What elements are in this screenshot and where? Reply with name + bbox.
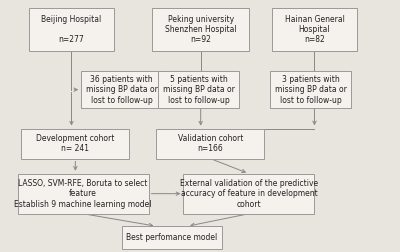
FancyBboxPatch shape — [29, 8, 114, 51]
FancyBboxPatch shape — [21, 129, 129, 159]
Text: LASSO, SVM-RFE, Boruta to select
feature
Establish 9 machine learning model: LASSO, SVM-RFE, Boruta to select feature… — [14, 179, 152, 209]
FancyBboxPatch shape — [81, 71, 162, 108]
Text: 3 patients with
missing BP data or
lost to follow-up: 3 patients with missing BP data or lost … — [275, 75, 346, 105]
FancyBboxPatch shape — [122, 226, 222, 249]
Text: Hainan General
Hospital
n=82: Hainan General Hospital n=82 — [284, 15, 344, 44]
FancyBboxPatch shape — [158, 71, 239, 108]
FancyBboxPatch shape — [183, 174, 314, 214]
Text: Best perfomance model: Best perfomance model — [126, 233, 217, 242]
Text: External validation of the predictive
accuracy of feature in development
cohort: External validation of the predictive ac… — [180, 179, 318, 209]
FancyBboxPatch shape — [152, 8, 249, 51]
Text: Validation cohort
n=166: Validation cohort n=166 — [178, 134, 243, 153]
Text: 5 patients with
missing BP data or
lost to follow-up: 5 patients with missing BP data or lost … — [163, 75, 235, 105]
Text: Peking university
Shenzhen Hospital
n=92: Peking university Shenzhen Hospital n=92 — [165, 15, 236, 44]
FancyBboxPatch shape — [272, 8, 357, 51]
FancyBboxPatch shape — [270, 71, 351, 108]
Text: Development cohort
n= 241: Development cohort n= 241 — [36, 134, 114, 153]
Text: 36 patients with
missing BP data or
lost to follow-up: 36 patients with missing BP data or lost… — [86, 75, 158, 105]
FancyBboxPatch shape — [156, 129, 264, 159]
FancyBboxPatch shape — [18, 174, 149, 214]
Text: Beijing Hospital

n=277: Beijing Hospital n=277 — [41, 15, 102, 44]
